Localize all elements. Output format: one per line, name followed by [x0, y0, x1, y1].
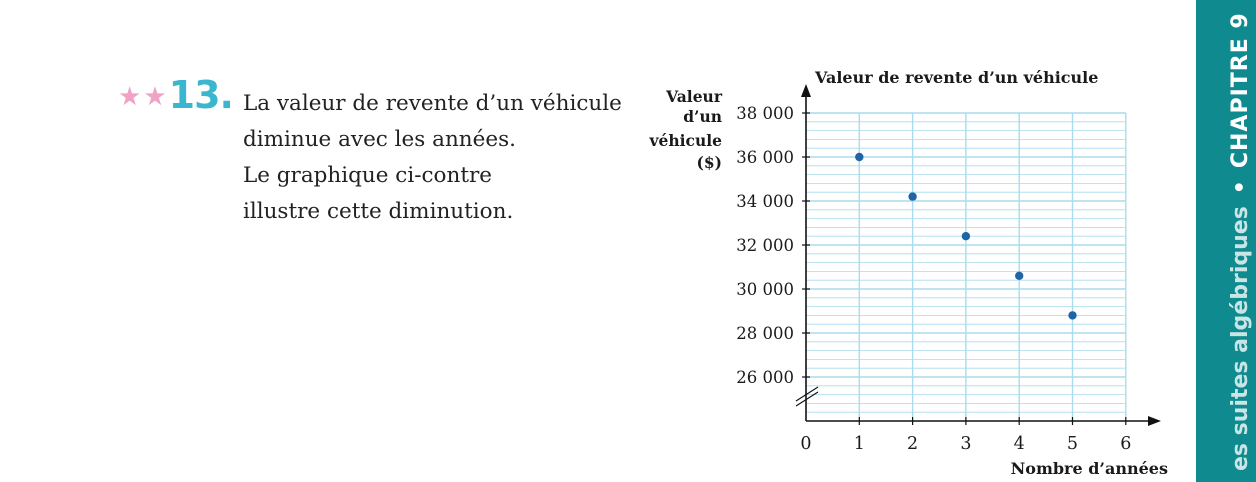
- y-axis-arrow: [801, 84, 811, 97]
- data-point: [908, 192, 917, 201]
- data-point: [961, 232, 971, 241]
- resale-value-chart: 26 000 28 000 30 000 32 000 34 000 36 000 38 0…: [649, 68, 1168, 478]
- axis-break-mark: [795, 391, 819, 407]
- star-icon: ★: [143, 82, 167, 112]
- statement-line: diminue avec les années.: [242, 127, 516, 152]
- x-tick-label: 0: [800, 434, 811, 454]
- y-axis-label: Valeur: [665, 87, 723, 106]
- axis-break-mark: [795, 386, 819, 402]
- y-tick-label: 28 000: [736, 324, 794, 343]
- y-tick-label: 38 000: [736, 104, 794, 123]
- chart-title: Valeur de revente d’un véhicule: [814, 68, 1098, 87]
- statement-line: La valeur de revente d’un véhicule: [242, 91, 622, 116]
- data-point: [1068, 311, 1077, 320]
- data-point: [855, 152, 864, 162]
- difficulty-stars: ★ ★: [118, 84, 167, 110]
- chapter-label: CHAPITRE 9: [1228, 12, 1253, 169]
- statement-line: illustre cette diminution.: [242, 199, 514, 224]
- x-tick-label: 3: [960, 434, 971, 454]
- x-axis-arrow: [1148, 416, 1161, 426]
- data-point: [1015, 271, 1024, 280]
- y-tick-label: 30 000: [736, 280, 794, 299]
- chapter-topic: es suites algébriques: [1228, 206, 1253, 471]
- y-tick-label: 34 000: [736, 192, 794, 211]
- statement-line: Le graphique ci-contre: [242, 163, 492, 188]
- y-axis-label: ($): [697, 153, 722, 172]
- y-tick-label: 26 000: [736, 368, 794, 387]
- x-axis-label: Nombre d’années: [1011, 459, 1168, 478]
- x-tick-label: 4: [1014, 434, 1025, 454]
- x-tick-label: 6: [1120, 434, 1131, 454]
- exercise-number: 13.: [168, 73, 234, 117]
- y-axis-label: d’un: [683, 107, 722, 126]
- y-axis-label: véhicule: [649, 131, 723, 150]
- star-icon: ★: [118, 82, 142, 112]
- side-tab-label: es suites algébriques • CHAPITRE 9: [1226, 12, 1256, 471]
- chapter-side-tab: es suites algébriques • CHAPITRE 9: [1196, 0, 1256, 482]
- y-tick-label: 32 000: [736, 236, 794, 255]
- separator-dot: •: [1228, 180, 1253, 195]
- x-tick-label: 1: [854, 434, 865, 454]
- x-tick-label: 5: [1067, 434, 1078, 454]
- exercise-13: ★ ★ 13. La valeur de revente d’un véhicu…: [118, 70, 622, 230]
- x-tick-label: 2: [907, 434, 918, 454]
- exercise-statement: La valeur de revente d’un véhicule dimin…: [243, 86, 622, 230]
- y-tick-label: 36 000: [736, 148, 794, 167]
